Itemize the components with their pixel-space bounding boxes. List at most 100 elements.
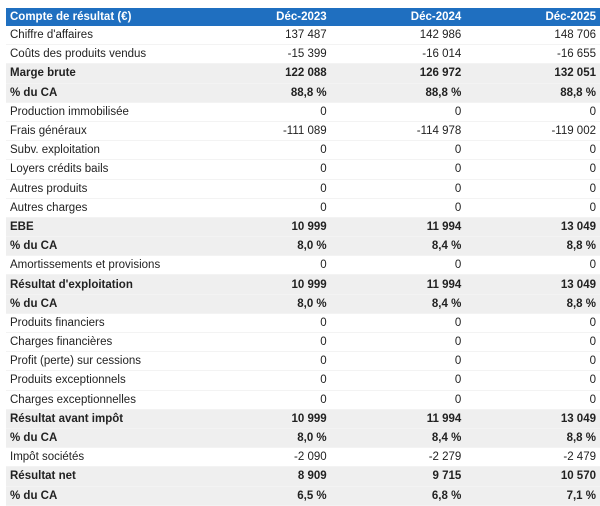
row-label: Amortissements et provisions xyxy=(6,255,196,276)
row-label: Résultat avant impôt xyxy=(6,409,196,429)
income-statement-table: Compte de résultat (€) Déc-2023 Déc-2024 Dé… xyxy=(6,8,600,506)
row-label: EBE xyxy=(6,217,196,238)
row-label: Impôt sociétés xyxy=(6,447,196,468)
table-row: EBE 10 999 11 994 13 049 xyxy=(6,217,600,238)
table-row: Charges exceptionnelles 0 0 0 xyxy=(6,390,600,410)
value-cell: 0 xyxy=(465,370,600,391)
value-cell: 142 986 xyxy=(330,26,466,46)
value-cell: -2 279 xyxy=(330,447,466,468)
value-cell: 0 xyxy=(330,255,466,276)
row-label: Marge brute xyxy=(6,63,196,84)
value-cell: 0 xyxy=(196,370,331,391)
column-header: Déc-2025 xyxy=(465,8,600,26)
value-cell: -114 978 xyxy=(330,121,466,142)
value-cell: 8,8 % xyxy=(465,236,600,257)
table-row: Autres produits 0 0 0 xyxy=(6,179,600,199)
value-cell: 132 051 xyxy=(465,63,600,84)
value-cell: 13 049 xyxy=(465,409,600,429)
value-cell: 0 xyxy=(465,102,600,122)
row-label: Charges exceptionnelles xyxy=(6,390,196,410)
value-cell: 0 xyxy=(465,332,600,353)
value-cell: 0 xyxy=(465,255,600,276)
row-label: Charges financières xyxy=(6,332,196,353)
value-cell: 122 088 xyxy=(196,63,331,84)
value-cell: 8,0 % xyxy=(196,236,331,257)
row-label: Produits exceptionnels xyxy=(6,370,196,391)
value-cell: 0 xyxy=(465,198,600,218)
value-cell: -16 014 xyxy=(330,44,466,65)
row-label: Profit (perte) sur cessions xyxy=(6,351,196,372)
value-cell: 0 xyxy=(196,390,331,410)
value-cell: 8,0 % xyxy=(196,294,331,314)
value-cell: 148 706 xyxy=(465,26,600,46)
value-cell: 0 xyxy=(330,179,466,199)
row-label: % du CA xyxy=(6,236,196,257)
row-label: Chiffre d'affaires xyxy=(6,26,196,46)
row-label: Frais généraux xyxy=(6,121,196,142)
header-row: Compte de résultat (€) Déc-2023 Déc-2024 Dé… xyxy=(6,8,600,26)
value-cell: 0 xyxy=(465,140,600,161)
value-cell: 0 xyxy=(330,140,466,161)
column-header: Déc-2023 xyxy=(196,8,331,26)
value-cell: 0 xyxy=(330,332,466,353)
value-cell: 0 xyxy=(330,351,466,372)
row-label: Résultat net xyxy=(6,466,196,487)
value-cell: 0 xyxy=(465,159,600,180)
row-label: Autres produits xyxy=(6,179,196,199)
value-cell: 11 994 xyxy=(330,217,466,238)
value-cell: 0 xyxy=(465,390,600,410)
table-row: Charges financières 0 0 0 xyxy=(6,332,600,353)
table-row: Loyers crédits bails 0 0 0 xyxy=(6,159,600,180)
value-cell: 11 994 xyxy=(330,274,466,295)
value-cell: 8,4 % xyxy=(330,294,466,314)
value-cell: 0 xyxy=(196,102,331,122)
table-row: Amortissements et provisions 0 0 0 xyxy=(6,255,600,276)
value-cell: 0 xyxy=(196,198,331,218)
table-row: % du CA 88,8 % 88,8 % 88,8 % xyxy=(6,83,600,103)
row-label: Produits financiers xyxy=(6,313,196,334)
value-cell: 88,8 % xyxy=(465,83,600,103)
value-cell: 9 715 xyxy=(330,466,466,487)
table-row: Production immobilisée 0 0 0 xyxy=(6,102,600,122)
table-row: Résultat net 8 909 9 715 10 570 xyxy=(6,466,600,487)
value-cell: 0 xyxy=(196,351,331,372)
value-cell: -2 090 xyxy=(196,447,331,468)
value-cell: 0 xyxy=(196,255,331,276)
table-row: Frais généraux -111 089 -114 978 -119 002 xyxy=(6,121,600,142)
row-label: Loyers crédits bails xyxy=(6,159,196,180)
value-cell: -15 399 xyxy=(196,44,331,65)
table-row: Profit (perte) sur cessions 0 0 0 xyxy=(6,351,600,372)
table-row: Résultat avant impôt 10 999 11 994 13 049 xyxy=(6,409,600,429)
table-row: Autres charges 0 0 0 xyxy=(6,198,600,218)
value-cell: 8,4 % xyxy=(330,236,466,257)
value-cell: 13 049 xyxy=(465,274,600,295)
table-row: Produits exceptionnels 0 0 0 xyxy=(6,370,600,391)
value-cell: 0 xyxy=(330,198,466,218)
row-label: Production immobilisée xyxy=(6,102,196,122)
value-cell: -119 002 xyxy=(465,121,600,142)
column-header: Déc-2024 xyxy=(330,8,466,26)
value-cell: 0 xyxy=(196,140,331,161)
table-row: Marge brute 122 088 126 972 132 051 xyxy=(6,63,600,84)
row-label: Coûts des produits vendus xyxy=(6,44,196,65)
table-row: % du CA 8,0 % 8,4 % 8,8 % xyxy=(6,236,600,257)
value-cell: -111 089 xyxy=(196,121,331,142)
value-cell: 0 xyxy=(196,313,331,334)
value-cell: 13 049 xyxy=(465,217,600,238)
table-row: Chiffre d'affaires 137 487 142 986 148 706 xyxy=(6,26,600,46)
value-cell: 0 xyxy=(465,179,600,199)
value-cell: 8,8 % xyxy=(465,428,600,449)
value-cell: 0 xyxy=(196,159,331,180)
value-cell: 0 xyxy=(330,313,466,334)
value-cell: 8,4 % xyxy=(330,428,466,449)
value-cell: -16 655 xyxy=(465,44,600,65)
table-row: % du CA 8,0 % 8,4 % 8,8 % xyxy=(6,294,600,314)
value-cell: 10 999 xyxy=(196,409,331,429)
value-cell: 8,8 % xyxy=(465,294,600,314)
table-row: Produits financiers 0 0 0 xyxy=(6,313,600,334)
value-cell: 0 xyxy=(465,313,600,334)
value-cell: 137 487 xyxy=(196,26,331,46)
value-cell: 0 xyxy=(330,159,466,180)
table-title: Compte de résultat (€) xyxy=(6,8,196,26)
